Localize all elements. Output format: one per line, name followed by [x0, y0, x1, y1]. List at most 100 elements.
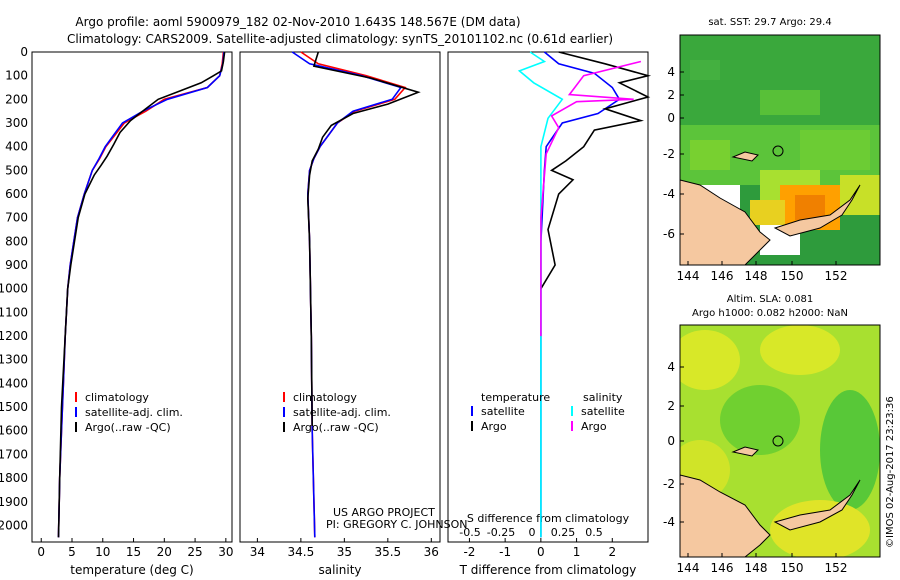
legend: climatology satellite-adj. clim. Argo(..ra…: [75, 391, 183, 434]
sst-map: sat. SST: 29.7 Argo: 29.4: [679, 17, 881, 266]
x-axis-label: salinity: [318, 563, 361, 577]
depth-tick-label: 200: [5, 92, 28, 106]
lon-tick-label: 152: [825, 561, 848, 575]
land: [680, 179, 771, 265]
x-tick-label: -2: [463, 545, 475, 559]
depth-tick-label: 900: [5, 258, 28, 272]
lat-tick-label: -4: [663, 187, 675, 201]
legend-entry: satellite-adj. clim.: [293, 406, 391, 419]
depth-tick-label: 800: [5, 234, 28, 248]
depth-tick-label: 100: [5, 69, 28, 83]
depth-tick-label: 1900: [0, 495, 28, 509]
depth-tick-label: 1200: [0, 329, 28, 343]
depth-tick-label: 0: [20, 45, 28, 59]
credit-line2: PI: GREGORY C. JOHNSON: [326, 518, 467, 531]
lon-tick-label: 148: [745, 561, 768, 575]
x-tick-label: 10: [95, 545, 110, 559]
lat-tick-label: -2: [663, 147, 675, 161]
x-tick-label: 35.5: [374, 545, 401, 559]
depth-tick-label: 600: [5, 187, 28, 201]
legend-title: salinity: [583, 391, 623, 404]
s-tick-label: -0.25: [487, 526, 515, 539]
depth-tick-label: 1000: [0, 282, 28, 296]
legend-entry: satellite-adj. clim.: [85, 406, 183, 419]
depth-tick-label: 700: [5, 211, 28, 225]
legend-entry: satellite: [481, 405, 525, 418]
depth-tick-label: 1800: [0, 471, 28, 485]
float-marker-sla: [772, 435, 784, 447]
x-axis-label: temperature (deg C): [70, 563, 193, 577]
x-tick-label: 34.5: [288, 545, 315, 559]
map-axes: 144 146 148 150 152 4 2 0 -2 -4 -6 144 146 148 150 152 4…: [663, 65, 847, 575]
profile-panels: 0100200300400500600700800900100011001200…: [0, 45, 652, 577]
depth-tick-label: 1600: [0, 424, 28, 438]
lat-tick-label: 0: [667, 434, 675, 448]
sla-map-title-1: Altim. SLA: 0.081: [727, 294, 813, 305]
lat-tick-label: 2: [667, 399, 675, 413]
lon-tick-label: 148: [745, 269, 768, 283]
series-line: [540, 51, 652, 290]
header-line1: Argo profile: aoml 5900979_182 02-Nov-20…: [75, 15, 520, 29]
sst-map-title: sat. SST: 29.7 Argo: 29.4: [708, 17, 831, 28]
panel-frame: [239, 51, 441, 543]
depth-tick-label: 500: [5, 163, 28, 177]
x-tick-label: 5: [68, 545, 76, 559]
depth-tick-label: 1500: [0, 400, 28, 414]
series-line: [306, 51, 421, 427]
x-tick-label: 34: [250, 545, 265, 559]
depth-tick-label: 400: [5, 140, 28, 154]
series-line: [57, 51, 226, 538]
s-tick-label: 0.5: [585, 526, 603, 539]
sla-map-title-2: Argo h1000: 0.082 h2000: NaN: [692, 308, 848, 319]
legend-entry: Argo(..raw -QC): [293, 421, 379, 434]
depth-tick-label: 300: [5, 116, 28, 130]
lat-tick-label: -6: [663, 227, 675, 241]
lon-tick-label: 146: [711, 269, 734, 283]
lat-tick-label: -2: [663, 477, 675, 491]
x-tick-label: 0: [37, 545, 45, 559]
depth-tick-label: 2000: [0, 518, 28, 532]
legend-entry: Argo: [581, 420, 607, 433]
panel-frame: [447, 51, 649, 543]
depth-tick-label: 1100: [0, 305, 28, 319]
sla-map: Altim. SLA: 0.081 Argo h1000: 0.082 h200…: [679, 294, 881, 558]
lon-tick-label: 150: [781, 561, 804, 575]
lon-tick-label: 144: [677, 269, 700, 283]
x-tick-label: 20: [157, 545, 172, 559]
x-tick-label: 15: [126, 545, 141, 559]
panel-difference: -2 -1 0 1 2 T difference from climatology S di…: [447, 51, 652, 577]
s-axis-label: S difference from climatology: [467, 512, 630, 525]
panel-salinity: 34 34.5 35 35.5 36 salinity climatology satelli…: [239, 51, 441, 577]
x-tick-label: -1: [499, 545, 511, 559]
panel-temperature: 0 5 10 15 20 25 30 temperature (deg C) climatolo…: [31, 51, 233, 577]
x-axis-label: T difference from climatology: [459, 563, 637, 577]
depth-tick-label: 1300: [0, 353, 28, 367]
depth-tick-label: 1400: [0, 376, 28, 390]
legend-entry: satellite: [581, 405, 625, 418]
lon-tick-label: 152: [825, 269, 848, 283]
legend: climatology satellite-adj. clim. Argo(..ra…: [283, 391, 391, 434]
x-tick-label: 36: [424, 545, 439, 559]
x-tick-label: 30: [218, 545, 233, 559]
s-tick-label: 0.25: [551, 526, 576, 539]
header-line2: Climatology: CARS2009. Satellite-adjuste…: [67, 32, 613, 46]
lat-tick-label: 0: [667, 111, 675, 125]
lat-tick-label: 4: [667, 65, 675, 79]
legend-entry: Argo: [481, 420, 507, 433]
legend: temperature salinitysatelliteArgosatellit…: [471, 391, 625, 433]
lat-tick-label: 4: [667, 360, 675, 374]
credit-line1: US ARGO PROJECT: [333, 506, 435, 519]
legend-entry: Argo(..raw -QC): [85, 421, 171, 434]
imos-credit: ©IMOS 02-Aug-2017 23:23:36: [885, 396, 896, 548]
x-tick-label: 0: [537, 545, 545, 559]
x-tick-label: 2: [608, 545, 616, 559]
x-tick-label: 25: [187, 545, 202, 559]
lon-tick-label: 150: [781, 269, 804, 283]
lon-tick-label: 144: [677, 561, 700, 575]
lat-tick-label: 2: [667, 88, 675, 102]
lat-tick-label: -4: [663, 515, 675, 529]
s-tick-label: -0.5: [459, 526, 480, 539]
panel-frame: [31, 51, 233, 543]
x-tick-label: 1: [573, 545, 581, 559]
